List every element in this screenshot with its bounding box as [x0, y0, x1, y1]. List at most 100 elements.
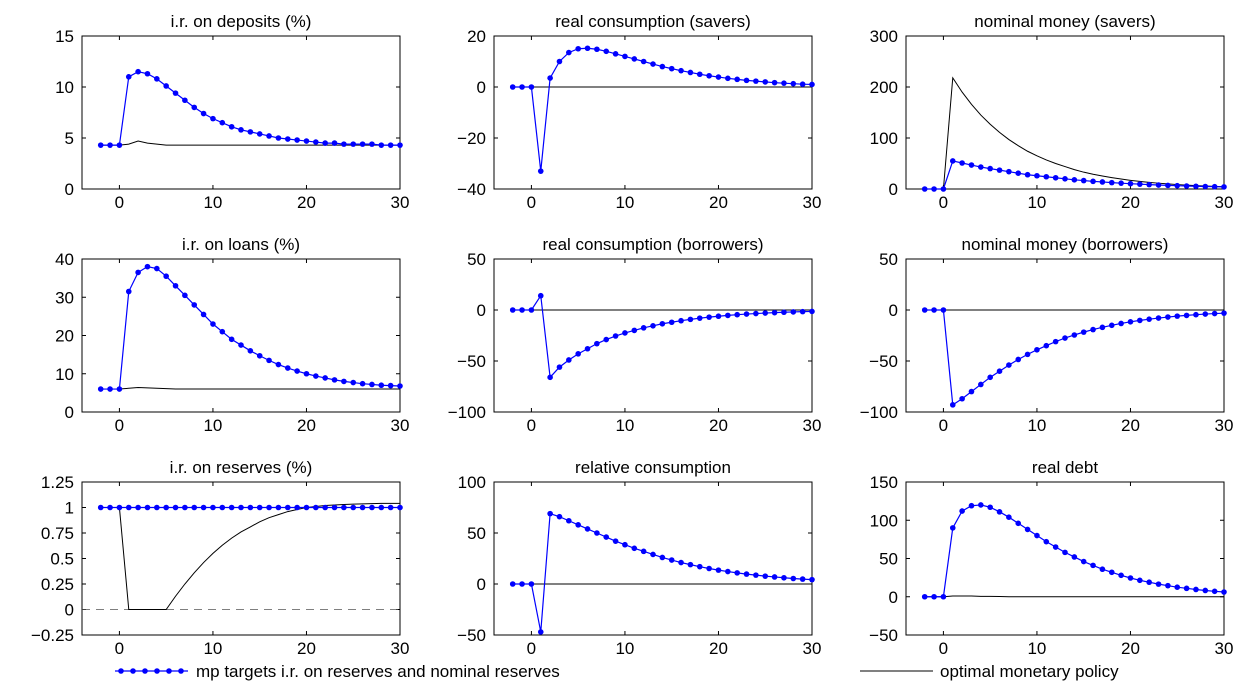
series-point-mp [341, 378, 347, 385]
series-point-mp [378, 142, 385, 148]
series-point-mp [1165, 582, 1171, 589]
series-line-optimal [100, 140, 400, 146]
series-point-mp [182, 504, 188, 511]
series-point-mp [799, 576, 806, 582]
series-point-mp [631, 545, 638, 552]
legend-mp-label: mp targets i.r. on reserves and nominal … [196, 662, 560, 681]
series-point-mp [163, 83, 169, 89]
series-point-mp [584, 526, 591, 532]
y-tick-label: 200 [870, 78, 898, 97]
series-point-mp [341, 141, 347, 147]
series-point-mp [97, 504, 104, 511]
series-point-mp [163, 504, 169, 511]
y-tick-label: 30 [55, 288, 74, 307]
series-point-mp [1155, 581, 1162, 587]
series-point-mp [1137, 577, 1143, 584]
series-point-mp [266, 357, 272, 364]
series-point-mp [968, 502, 975, 509]
series-point-mp [987, 374, 993, 381]
series-point-mp [725, 568, 731, 575]
y-tick-label: 20 [55, 327, 74, 346]
series-point-mp [771, 574, 778, 580]
series-point-mp [528, 307, 535, 313]
legend-mp-swatch-marker [178, 668, 184, 674]
y-tick-label: 0 [889, 588, 898, 607]
series-point-mp [1137, 317, 1143, 324]
series-point-mp [256, 504, 263, 511]
x-tick-label: 0 [527, 416, 536, 435]
series-point-mp [294, 368, 300, 374]
series-point-mp [294, 504, 300, 511]
series-point-mp [397, 142, 403, 148]
x-tick-label: 0 [939, 416, 948, 435]
series-point-mp [369, 504, 375, 511]
series-point-mp [1193, 586, 1199, 593]
y-tick-label: 50 [467, 250, 486, 269]
series-point-mp [668, 319, 675, 326]
series-point-mp [743, 77, 750, 84]
series-point-mp [687, 561, 694, 568]
series-point-mp [622, 330, 628, 336]
y-tick-label: 50 [467, 524, 486, 543]
chart-title: nominal money (borrowers) [962, 235, 1169, 254]
series-point-mp [640, 58, 647, 65]
series-point-mp [996, 368, 1003, 375]
series-line-optimal [100, 387, 400, 390]
axes-box [493, 481, 813, 636]
x-tick-label: 0 [115, 639, 124, 658]
series-point-mp [1221, 184, 1227, 190]
series-point-mp [743, 571, 750, 577]
x-tick-label: 20 [709, 193, 728, 212]
series-line-optimal [924, 76, 1225, 190]
series-point-mp [1211, 183, 1218, 190]
series-point-mp [275, 135, 282, 141]
series-point-mp [275, 504, 282, 511]
series-point-mp [182, 292, 188, 299]
series-point-mp [1137, 181, 1143, 187]
series-point-mp [1062, 335, 1068, 341]
series-point-mp [191, 302, 198, 308]
legend-optimal-label: optimal monetary policy [940, 662, 1119, 681]
series-point-mp [537, 168, 544, 174]
series-point-mp [228, 336, 235, 343]
y-tick-label: −50 [457, 626, 486, 645]
series-point-mp [1043, 173, 1050, 180]
series-point-mp [1108, 322, 1115, 329]
series-point-mp [1080, 558, 1087, 565]
series-point-mp [331, 504, 338, 511]
series-point-mp [284, 365, 291, 371]
series-point-mp [1202, 183, 1209, 190]
series-point-mp [107, 142, 113, 148]
series-point-mp [1155, 315, 1162, 321]
series-point-mp [594, 340, 600, 347]
series-point-mp [715, 74, 722, 80]
chart-title: real consumption (savers) [555, 12, 751, 31]
series-point-mp [696, 71, 703, 78]
series-point-mp [1024, 351, 1031, 358]
series-point-mp [1062, 549, 1068, 556]
series-point-mp [331, 377, 338, 383]
y-tick-label: 10 [55, 365, 74, 384]
x-tick-label: 20 [1121, 193, 1140, 212]
y-tick-label: −0.25 [31, 626, 74, 645]
y-tick-label: 0.25 [41, 575, 74, 594]
series-point-mp [603, 48, 610, 55]
series-point-mp [987, 165, 993, 172]
series-point-mp [1071, 177, 1078, 183]
series-point-mp [219, 328, 226, 335]
series-point-mp [1193, 183, 1199, 190]
series-point-mp [556, 58, 563, 65]
axes-box [493, 258, 813, 413]
series-point-mp [1099, 324, 1106, 331]
series-point-mp [350, 504, 357, 511]
series-point-mp [1108, 179, 1115, 186]
series-point-mp [322, 140, 328, 146]
x-tick-label: 0 [115, 416, 124, 435]
series-point-mp [603, 336, 610, 343]
series-point-mp [931, 307, 937, 313]
series-point-mp [528, 84, 535, 90]
series-point-mp [959, 160, 965, 166]
series-point-mp [284, 136, 291, 142]
series-point-mp [612, 51, 619, 57]
series-point-mp [107, 386, 113, 392]
